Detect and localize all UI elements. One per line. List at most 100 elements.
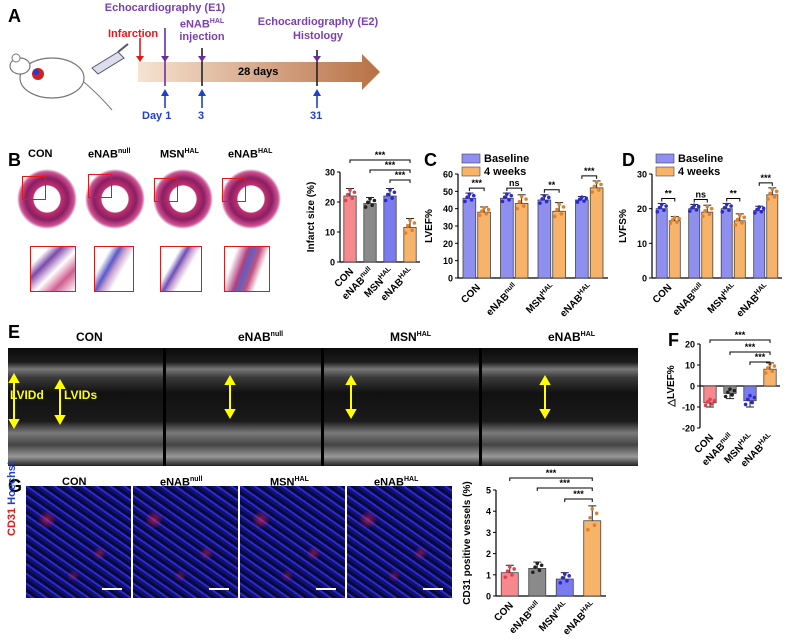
data-point [723,394,728,399]
data-point [517,199,522,204]
bar [766,194,779,279]
data-point [582,199,586,203]
data-point [722,205,727,210]
data-point [348,188,352,192]
legend-swatch [461,166,481,177]
data-point [705,204,710,209]
bar [383,195,397,263]
zoom-box-enab-null [88,174,112,198]
heart-section-msn-hal [152,164,214,234]
group-header: eNABHAL [228,148,273,161]
data-point [509,193,514,198]
data-point [372,198,377,203]
zoom-box-enab-hal [222,178,246,202]
y-tick-label: 0 [690,382,695,392]
data-point [592,523,597,527]
data-point [594,511,599,516]
category-label: CON [492,600,516,624]
data-point [403,231,408,235]
group-header: MSNHAL [390,330,432,344]
timeline-arrow [138,54,380,90]
data-point [766,197,770,201]
y-tick-label: 50 [443,187,453,197]
data-point [484,211,489,216]
bar [462,197,477,279]
data-point [592,184,597,189]
data-point [370,203,375,208]
echo-arrows [8,372,551,430]
data-point [774,189,779,194]
legend-swatch [655,166,675,177]
sig-bracket [509,477,593,481]
data-point [538,201,542,205]
data-point [759,209,764,214]
zoom-inset-enab-hal [224,246,270,292]
timeline-diagram [9,28,380,111]
data-point [486,207,491,212]
data-point [729,204,733,208]
zoom-inset-con [30,246,76,292]
y-tick-label: 60 [443,170,453,180]
bar [514,203,529,279]
data-point [703,208,707,213]
echo1-label: Echocardiography (E1) [104,2,226,14]
data-point [707,212,712,217]
y-axis-label: LVFS% [618,209,629,243]
y-tick-label: 3 [486,528,491,538]
y-tick-label: 10 [685,361,695,371]
data-point [561,205,566,209]
legend-swatch [461,153,481,164]
sig-label: *** [760,173,771,183]
data-point [392,190,397,195]
group-header: MSNHAL [270,476,309,489]
data-point [677,216,681,221]
sig-label: *** [735,330,746,340]
data-point [750,400,754,405]
data-point [408,218,412,223]
data-point [507,564,512,569]
sig-bracket [506,187,523,192]
day1-label: Day 1 [142,110,172,122]
data-point [388,188,392,192]
heart-section-enab-hal [220,164,282,234]
data-point [772,364,777,368]
bar [655,208,668,279]
data-point [688,209,692,213]
enab-injection-label: eNABHAL injection [179,18,225,43]
data-point [346,192,350,197]
data-point [557,202,561,207]
data-point [531,570,535,575]
data-point [703,403,708,408]
zoom-box-msn-hal [154,178,178,202]
data-point [558,581,563,585]
category-label: eNABHAL [557,281,595,319]
sig-label: *** [573,489,584,499]
data-point [668,221,673,226]
group-header: eNABHAL [548,330,596,344]
sig-bracket [726,197,741,202]
bar [753,209,766,279]
data-point [770,187,775,192]
sig-label: *** [395,170,406,180]
legend-label: 4 weeks [678,166,720,178]
data-point [590,190,595,194]
histology-label: Histology [292,30,344,42]
fluor-image-msn-hal [240,486,345,598]
lvidd-label: LVIDd [10,388,44,402]
bar [500,197,514,279]
scale-bar [102,588,122,590]
bar [583,520,602,597]
data-point [562,572,567,576]
bar [537,199,552,279]
data-point [515,206,520,211]
infarction-label: Infarction [108,28,159,40]
sig-label: *** [385,160,396,170]
data-point [565,579,569,583]
data-point [559,212,564,216]
bar [688,208,701,279]
y-tick-label: 20 [443,239,453,249]
bar [477,211,491,279]
sig-bracket [536,487,593,491]
data-point [539,563,544,568]
